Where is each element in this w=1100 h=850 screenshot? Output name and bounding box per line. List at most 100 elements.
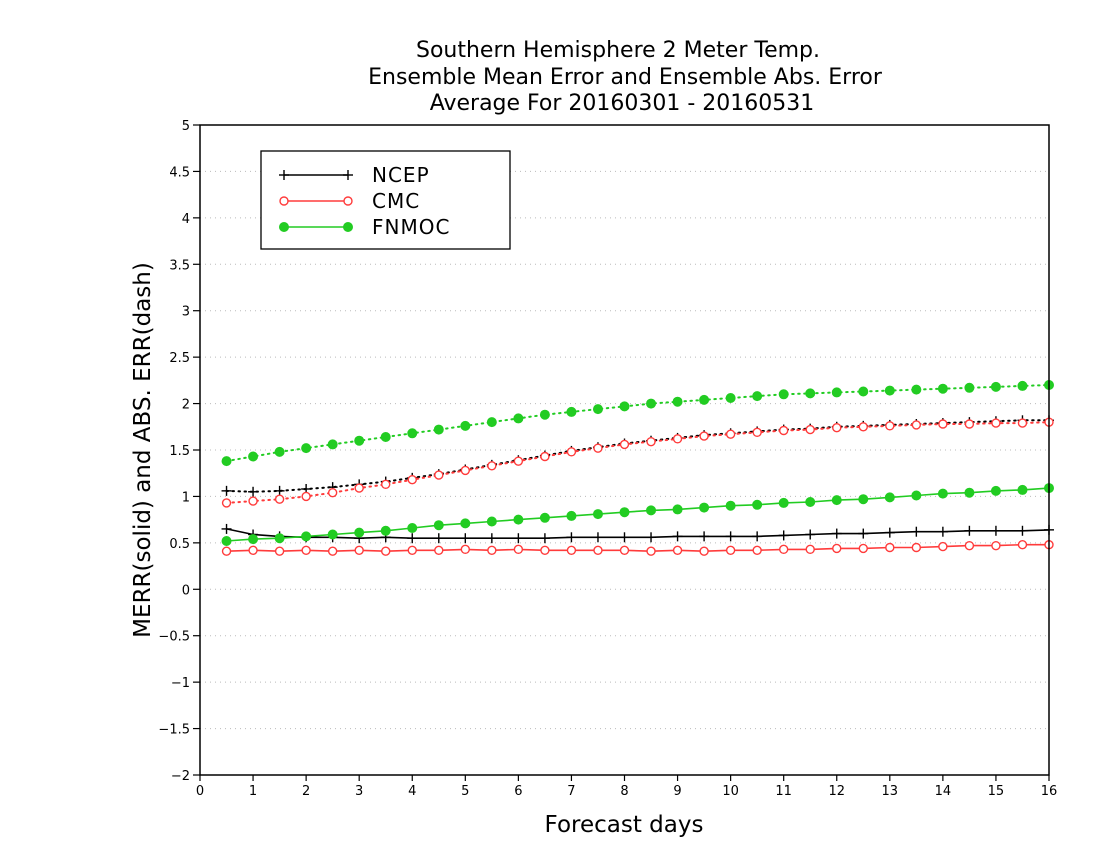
ncep-merr-point	[831, 528, 842, 539]
y-tick-label: 3.5	[169, 258, 190, 273]
ncep-merr-point	[646, 532, 657, 543]
fnmoc-abs-err-point	[274, 446, 285, 457]
legend-marker-right-cmc	[343, 196, 353, 206]
ncep-merr-point	[990, 525, 1001, 536]
fnmoc-merr-point	[327, 529, 338, 540]
ncep-merr-point	[407, 533, 418, 544]
ncep-merr-point	[911, 526, 922, 537]
ncep-merr-point	[858, 528, 869, 539]
title-line-2: Ensemble Mean Error and Ensemble Abs. Er…	[368, 65, 883, 90]
cmc-abs-err-point	[991, 418, 1001, 428]
ncep-merr-point	[513, 533, 524, 544]
cmc-abs-err-point	[805, 424, 815, 435]
y-tick-label: 2	[182, 398, 190, 413]
ncep-merr-point	[725, 531, 736, 542]
fnmoc-abs-err-point	[911, 384, 922, 395]
fnmoc-abs-err-point	[407, 428, 418, 439]
fnmoc-merr-point	[752, 499, 763, 510]
cmc-abs-err-point	[832, 423, 842, 433]
cmc-abs-err-point	[593, 443, 603, 453]
fnmoc-abs-err-point	[672, 396, 683, 407]
fnmoc-abs-err-point	[990, 381, 1001, 392]
fnmoc-abs-err-point	[778, 389, 789, 400]
x-tick-label: 11	[775, 784, 792, 799]
cmc-abs-err-point	[911, 420, 922, 430]
cmc-abs-err-point	[434, 470, 444, 480]
fnmoc-abs-err-point	[380, 432, 391, 442]
title-line-3: Average For 20160301 - 20160531	[430, 91, 815, 116]
cmc-merr-point	[248, 545, 258, 555]
cmc-merr-point	[964, 540, 975, 551]
cmc-abs-err-point	[274, 494, 285, 504]
cmc-abs-err-point	[619, 439, 630, 450]
cmc-abs-err-point	[964, 419, 975, 429]
ncep-merr-point	[566, 532, 577, 543]
cmc-abs-err-point	[327, 488, 338, 498]
cmc-abs-err-point	[725, 429, 736, 439]
x-tick-label: 4	[408, 784, 416, 799]
ncep-merr-point	[672, 531, 683, 542]
ncep-abs-err-point	[274, 485, 285, 496]
ncep-merr-point	[619, 532, 630, 543]
y-tick-label: 2.5	[169, 351, 190, 366]
fnmoc-merr-point	[990, 485, 1001, 496]
cmc-merr-point	[699, 546, 709, 556]
fnmoc-abs-err-point	[964, 382, 975, 393]
series-layer	[221, 380, 1054, 556]
chart-title: Southern Hemisphere 2 Meter Temp. Ensemb…	[368, 38, 883, 116]
cmc-merr-point	[221, 546, 232, 556]
legend-label-ncep: NCEP	[372, 163, 430, 187]
fnmoc-merr-point	[592, 509, 603, 520]
cmc-merr-point	[434, 545, 444, 555]
ncep-merr-point	[433, 533, 444, 544]
y-tick-label: 3	[182, 305, 190, 320]
ncep-merr-point	[884, 527, 895, 538]
fnmoc-abs-err-point	[539, 409, 550, 420]
ncep-merr-point	[592, 532, 603, 543]
cmc-abs-err-point	[354, 483, 364, 493]
fnmoc-abs-err-point	[752, 391, 763, 402]
legend-item-cmc: CMC	[279, 189, 420, 213]
fnmoc-merr-point	[858, 494, 869, 505]
cmc-abs-err-point	[487, 461, 497, 471]
cmc-abs-err-line	[225, 421, 1050, 504]
cmc-merr-point	[911, 542, 922, 553]
cmc-merr-point	[566, 545, 577, 555]
fnmoc-abs-err-point	[248, 451, 259, 462]
ncep-merr-point	[778, 530, 789, 541]
fnmoc-abs-err-point	[486, 417, 497, 428]
cmc-abs-err-point	[1017, 418, 1028, 428]
fnmoc-merr-point	[964, 487, 975, 498]
fnmoc-abs-err-point	[619, 401, 630, 412]
fnmoc-merr-point	[248, 534, 259, 545]
x-tick-label: 14	[935, 784, 952, 799]
ncep-merr-point	[964, 525, 975, 536]
fnmoc-abs-err-point	[566, 406, 577, 417]
ncep-merr-point	[937, 526, 948, 537]
fnmoc-merr-point	[460, 518, 471, 529]
cmc-merr-point	[938, 541, 948, 552]
fnmoc-abs-err-point	[858, 386, 869, 397]
fnmoc-abs-err-point	[221, 456, 232, 467]
y-tick-label: 0.5	[169, 537, 190, 552]
fnmoc-merr-point	[646, 505, 657, 516]
cmc-merr-point	[327, 546, 338, 556]
ncep-abs-err-line	[225, 419, 1050, 493]
legend-label-cmc: CMC	[372, 189, 420, 213]
cmc-abs-err-point	[752, 427, 762, 438]
y-tick-label: −0.5	[158, 630, 190, 645]
ncep-abs-err-series	[221, 415, 1054, 497]
fnmoc-abs-err-point	[301, 443, 312, 454]
y-tick-label: −1	[171, 676, 190, 691]
x-tick-label: 6	[514, 784, 522, 799]
cmc-merr-point	[593, 545, 603, 555]
cmc-merr-point	[805, 544, 815, 555]
fnmoc-merr-point	[433, 520, 444, 531]
fnmoc-merr-point	[778, 497, 789, 508]
fnmoc-merr-point	[699, 502, 710, 513]
cmc-merr-point	[513, 544, 524, 555]
ncep-abs-err-point	[221, 485, 232, 496]
axis-ticks: −2−1.5−1−0.500.511.522.533.544.550 1 2 3 4 5 6…	[158, 119, 1057, 799]
fnmoc-abs-err-point	[513, 413, 524, 424]
